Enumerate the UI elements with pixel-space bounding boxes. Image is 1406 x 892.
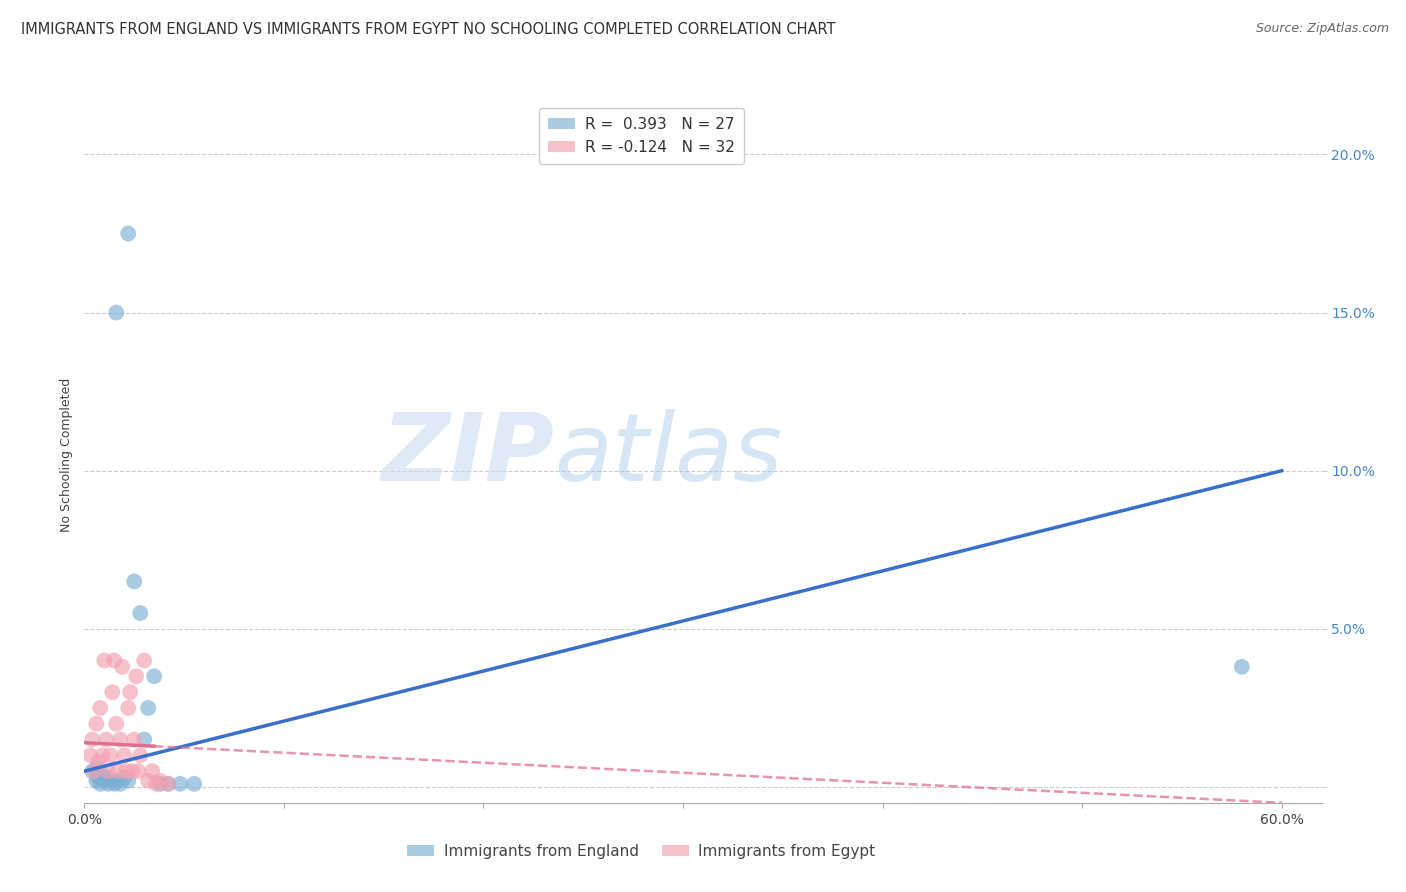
Point	[112, 771, 135, 785]
Point	[157, 777, 180, 791]
Text: Source: ZipAtlas.com: Source: ZipAtlas.com	[1256, 22, 1389, 36]
Point	[79, 748, 101, 763]
Point	[129, 606, 152, 620]
Point	[110, 777, 132, 791]
Text: IMMIGRANTS FROM ENGLAND VS IMMIGRANTS FROM EGYPT NO SCHOOLING COMPLETED CORRELAT: IMMIGRANTS FROM ENGLAND VS IMMIGRANTS FR…	[21, 22, 835, 37]
Point	[134, 732, 156, 747]
Point	[122, 732, 145, 747]
Point	[111, 660, 134, 674]
Point	[83, 764, 105, 779]
Point	[169, 777, 191, 791]
Point	[183, 777, 205, 791]
Point	[110, 732, 132, 747]
Point	[149, 777, 172, 791]
Point	[89, 777, 111, 791]
Point	[86, 716, 108, 731]
Point	[105, 305, 128, 319]
Point	[98, 773, 121, 788]
Point	[82, 764, 104, 779]
Y-axis label: No Schooling Completed: No Schooling Completed	[60, 378, 73, 532]
Point	[105, 773, 128, 788]
Point	[103, 777, 125, 791]
Point	[91, 748, 114, 763]
Point	[117, 773, 139, 788]
Point	[117, 227, 139, 241]
Point	[87, 755, 110, 769]
Point	[93, 773, 115, 788]
Point	[98, 748, 121, 763]
Point	[127, 764, 149, 779]
Point	[134, 653, 156, 667]
Point	[157, 777, 180, 791]
Point	[125, 669, 148, 683]
Point	[101, 685, 124, 699]
Text: ZIP: ZIP	[381, 409, 554, 501]
Point	[86, 761, 108, 775]
Point	[117, 701, 139, 715]
Point	[87, 771, 110, 785]
Point	[121, 764, 143, 779]
Point	[1230, 660, 1253, 674]
Point	[149, 773, 172, 788]
Point	[115, 764, 138, 779]
Point	[103, 653, 125, 667]
Point	[145, 777, 167, 791]
Point	[129, 748, 152, 763]
Point	[112, 748, 135, 763]
Point	[105, 716, 128, 731]
Point	[97, 777, 120, 791]
Point	[143, 669, 166, 683]
Point	[96, 771, 118, 785]
Point	[136, 701, 159, 715]
Point	[86, 773, 108, 788]
Point	[93, 653, 115, 667]
Point	[96, 732, 118, 747]
Legend: Immigrants from England, Immigrants from Egypt: Immigrants from England, Immigrants from…	[401, 838, 882, 864]
Point	[141, 764, 163, 779]
Point	[89, 701, 111, 715]
Point	[136, 773, 159, 788]
Point	[82, 732, 104, 747]
Point	[91, 767, 114, 781]
Point	[97, 764, 120, 779]
Point	[107, 764, 129, 779]
Text: atlas: atlas	[554, 409, 783, 500]
Point	[120, 685, 142, 699]
Point	[122, 574, 145, 589]
